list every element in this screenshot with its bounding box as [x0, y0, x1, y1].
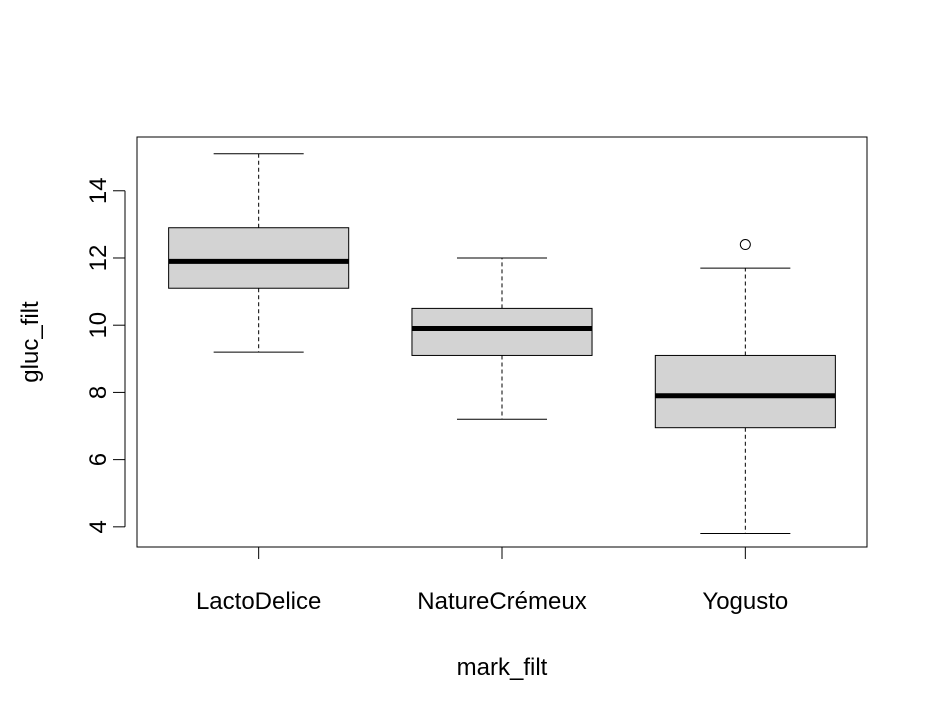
- x-axis-label: mark_filt: [457, 654, 548, 681]
- y-tick-label: 4: [85, 520, 112, 533]
- iqr-box: [654, 354, 836, 429]
- outlier-point: [739, 239, 751, 251]
- box-group: [168, 153, 350, 353]
- box-group: [411, 257, 593, 420]
- x-tick-label: Yogusto: [702, 588, 788, 615]
- iqr-box: [411, 307, 593, 356]
- box-group: [654, 239, 836, 535]
- iqr-box: [168, 227, 350, 289]
- x-tick-label: LactoDelice: [196, 588, 321, 615]
- y-tick-label: 10: [85, 312, 112, 339]
- x-axis: LactoDelice NatureCrémeux Yogusto: [196, 547, 788, 615]
- y-axis-label: gluc_filt: [17, 301, 44, 383]
- x-tick-label: NatureCrémeux: [417, 588, 586, 615]
- boxes-layer: [168, 153, 836, 535]
- y-axis: 4 6 8 10 12 14: [85, 177, 126, 534]
- y-tick-label: 6: [85, 453, 112, 466]
- y-tick-label: 12: [85, 245, 112, 272]
- y-tick-label: 14: [85, 177, 112, 204]
- y-tick-label: 8: [85, 386, 112, 399]
